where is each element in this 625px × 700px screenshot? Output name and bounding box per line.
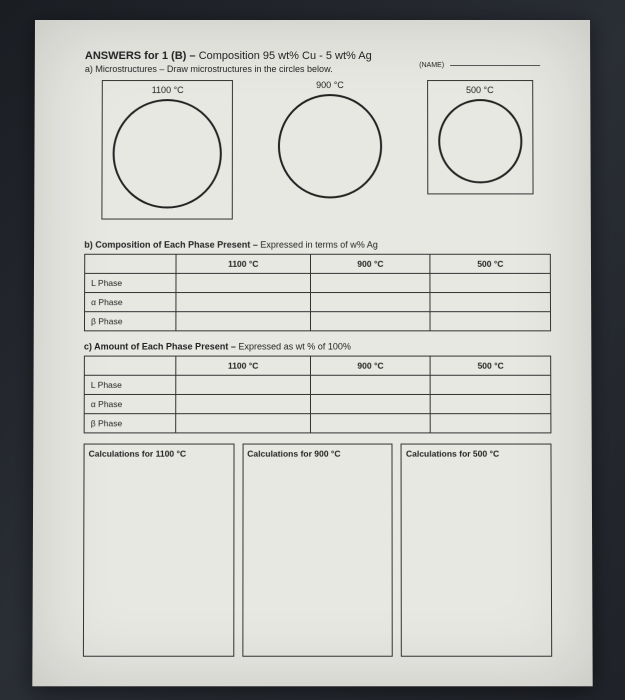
table-cell bbox=[176, 414, 311, 433]
table-cell bbox=[176, 312, 311, 331]
table-cell bbox=[431, 375, 551, 394]
table-cell bbox=[430, 293, 550, 312]
table-row-label: β Phase bbox=[84, 312, 175, 331]
table-col-header: 900 °C bbox=[310, 356, 430, 375]
table-cell bbox=[310, 394, 430, 413]
table-col-header: 500 °C bbox=[431, 356, 551, 375]
table-row-label: α Phase bbox=[84, 394, 176, 413]
table-row-label: L Phase bbox=[85, 273, 176, 292]
section-b-rest: Expressed in terms of w% Ag bbox=[260, 240, 377, 250]
table-col-header: 1100 °C bbox=[176, 254, 310, 273]
table-corner-blank bbox=[85, 254, 176, 273]
table-cell bbox=[310, 312, 430, 331]
amount-table: 1100 °C900 °C500 °C L Phaseα Phaseβ Phase bbox=[84, 356, 552, 434]
table-cell bbox=[310, 375, 430, 394]
table-row-label: L Phase bbox=[84, 375, 176, 394]
table-cell bbox=[430, 273, 550, 292]
section-c-heading: c) Amount of Each Phase Present – Expres… bbox=[84, 341, 551, 351]
section-c-bold: c) Amount of Each Phase Present – bbox=[84, 341, 238, 351]
circle-box-2: 500 °C bbox=[427, 80, 533, 194]
table-cell bbox=[310, 293, 430, 312]
table-cell bbox=[310, 414, 430, 433]
calc-box-900: Calculations for 900 °C bbox=[242, 444, 393, 657]
calc-box-500: Calculations for 500 °C bbox=[401, 444, 552, 657]
name-blank-line bbox=[450, 65, 540, 66]
table-row-label: α Phase bbox=[85, 293, 176, 312]
table-corner-blank bbox=[84, 356, 176, 375]
section-b-heading: b) Composition of Each Phase Present – E… bbox=[84, 240, 551, 250]
calc-box-1100: Calculations for 1100 °C bbox=[83, 444, 234, 657]
table-col-header: 500 °C bbox=[430, 254, 550, 273]
table-cell bbox=[430, 312, 550, 331]
microstructure-circle bbox=[113, 99, 222, 208]
name-field: (NAME) bbox=[419, 62, 540, 69]
section-b-bold: b) Composition of Each Phase Present – bbox=[84, 240, 260, 250]
table-col-header: 900 °C bbox=[310, 254, 430, 273]
name-label: (NAME) bbox=[419, 62, 444, 69]
circle-temp-label: 500 °C bbox=[438, 85, 522, 95]
table-cell bbox=[176, 375, 311, 394]
table-cell bbox=[176, 273, 311, 292]
worksheet-page: (NAME) ANSWERS for 1 (B) – Composition 9… bbox=[83, 50, 552, 666]
microstructure-circle bbox=[278, 94, 382, 198]
circle-temp-label: 900 °C bbox=[278, 80, 382, 90]
table-cell bbox=[431, 414, 551, 433]
worksheet-photo: (NAME) ANSWERS for 1 (B) – Composition 9… bbox=[32, 20, 592, 686]
circle-box-1: 900 °C bbox=[278, 80, 382, 198]
table-cell bbox=[310, 273, 430, 292]
table-col-header: 1100 °C bbox=[176, 356, 311, 375]
title-prefix: ANSWERS for 1 (B) – bbox=[85, 50, 199, 62]
composition-table: 1100 °C900 °C500 °C L Phaseα Phaseβ Phase bbox=[84, 254, 551, 332]
circle-box-0: 1100 °C bbox=[102, 80, 234, 220]
microstructure-circles-row: 1100 °C 900 °C 500 °C bbox=[84, 80, 550, 220]
table-cell bbox=[176, 394, 311, 413]
table-cell bbox=[176, 293, 311, 312]
table-cell bbox=[431, 394, 551, 413]
page-title: ANSWERS for 1 (B) – Composition 95 wt% C… bbox=[85, 50, 550, 62]
circle-temp-label: 1100 °C bbox=[113, 85, 222, 95]
title-composition: Composition 95 wt% Cu - 5 wt% Ag bbox=[199, 50, 372, 62]
section-c-rest: Expressed as wt % of 100% bbox=[238, 341, 351, 351]
table-row-label: β Phase bbox=[84, 414, 176, 433]
calculations-row: Calculations for 1100 °C Calculations fo… bbox=[83, 444, 552, 657]
microstructure-circle bbox=[438, 99, 522, 183]
